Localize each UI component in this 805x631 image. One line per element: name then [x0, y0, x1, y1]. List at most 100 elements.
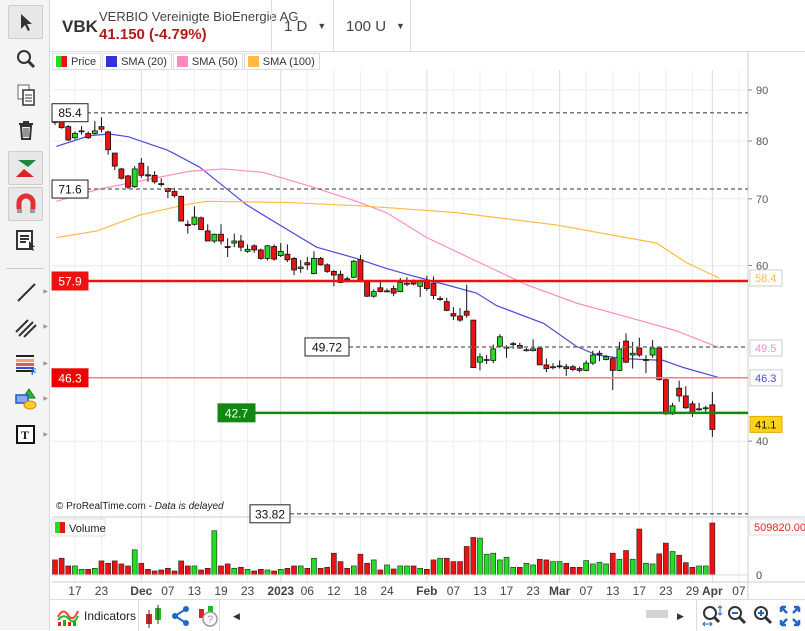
candle [589, 350, 596, 365]
volume-bar [424, 568, 430, 576]
scroll-left-button[interactable]: ◀ [233, 610, 240, 621]
candle-body [91, 130, 98, 134]
sma100-swatch [247, 56, 259, 67]
candle-body [543, 364, 550, 369]
volume-bar [477, 537, 483, 576]
order-list-icon[interactable] [8, 223, 43, 257]
level-label: 42.7 [225, 406, 249, 420]
volume-bar [629, 558, 636, 576]
divider [696, 600, 697, 631]
candle-body [105, 131, 112, 151]
x-axis-label: 07 [447, 584, 461, 598]
volume-max-label: 509820.00 [754, 522, 805, 534]
volume-bar [702, 565, 709, 576]
svg-text:?: ? [207, 614, 213, 626]
volume-bar [131, 549, 138, 576]
scrollbar-thumb[interactable] [646, 610, 668, 618]
pointer-icon[interactable] [8, 5, 43, 39]
candle-body [224, 246, 231, 248]
legend-price[interactable]: Price [52, 53, 102, 70]
units-dropdown[interactable]: 100 U ▼ [333, 0, 410, 52]
volume-bar [218, 565, 224, 576]
fullscreen-icon[interactable] [779, 603, 801, 629]
candle [649, 340, 656, 358]
level-label-box [51, 368, 89, 388]
candle-body [437, 298, 444, 300]
candle [125, 174, 131, 190]
sma-value-box [749, 269, 783, 287]
share-icon[interactable] [170, 603, 192, 629]
candle-body [231, 240, 238, 244]
copy-icon[interactable] [8, 78, 43, 112]
volume-legend-box [51, 518, 106, 537]
candle [689, 400, 696, 417]
parallel-lines-icon[interactable]: ▶ [8, 310, 48, 344]
x-axis-label: Apr [702, 584, 723, 598]
candle-body [357, 259, 364, 283]
divider [138, 600, 139, 631]
level-label: 46.3 [58, 371, 82, 385]
candle [457, 307, 463, 322]
legend-label: SMA (50) [191, 55, 238, 68]
zoom-out-icon[interactable] [727, 603, 749, 629]
volume-bar [78, 568, 85, 576]
legend-sma100[interactable]: SMA (100) [243, 53, 320, 70]
legend-sma20[interactable]: SMA (20) [102, 53, 172, 70]
volume-bar [669, 551, 676, 576]
buy-sell-icon[interactable] [8, 151, 43, 185]
candle-body [364, 281, 370, 297]
candle [297, 259, 304, 273]
interval-dropdown[interactable]: 1 D ▼ [271, 0, 333, 52]
candle-body [198, 217, 204, 230]
candle-body [271, 246, 278, 260]
auto-zoom-icon[interactable] [702, 603, 724, 629]
x-axis-label: 19 [214, 584, 228, 598]
help-icon[interactable]: ? [196, 603, 220, 629]
volume-bar [457, 561, 463, 576]
magnet-icon[interactable] [8, 187, 43, 221]
x-axis-label: 12 [327, 584, 341, 598]
volume-bar [643, 562, 649, 576]
candle-body [311, 258, 317, 274]
zoom-icon[interactable] [8, 42, 43, 76]
chevron-down-icon: ▼ [317, 21, 327, 31]
ticker-symbol[interactable]: VBK [62, 17, 98, 36]
candle-body [251, 245, 258, 251]
x-axis-label: 24 [380, 584, 394, 598]
volume-bar [563, 562, 570, 576]
candle-body [125, 175, 131, 188]
volume-bar [543, 559, 550, 576]
candle-body [218, 233, 224, 242]
candle-body [563, 366, 570, 369]
instrument-name: VERBIO Vereinigte BioEnergie AG [99, 9, 299, 24]
indicators-button[interactable]: Indicators [56, 603, 136, 629]
units-value: 100 U [346, 17, 387, 35]
text-icon[interactable]: T ▶ [8, 418, 48, 452]
candle [443, 297, 450, 312]
bottom-toolbar: Indicators ? ◀ ▶ [50, 599, 805, 631]
candle-body [656, 347, 663, 381]
volume-bar [165, 567, 171, 576]
candle [510, 341, 517, 349]
volume-bar [271, 570, 277, 576]
volume-bar [490, 552, 497, 576]
volume-bar [337, 561, 344, 576]
volume-bar [331, 552, 337, 576]
sma-value-label: 49.5 [755, 343, 776, 355]
trash-icon[interactable] [8, 113, 43, 147]
scroll-right-button[interactable]: ▶ [677, 610, 684, 621]
chart-type-icon[interactable] [143, 603, 165, 629]
shapes-icon[interactable]: ▶ [8, 382, 48, 416]
toolbar-separator [6, 268, 44, 269]
delayed-notice: Data is delayed [155, 501, 224, 512]
volume-bar [370, 559, 377, 576]
zoom-in-icon[interactable] [753, 603, 775, 629]
volume-bar [463, 546, 470, 576]
candle [111, 152, 118, 171]
line-icon[interactable]: ▶ [8, 275, 48, 309]
candle [105, 130, 112, 155]
volume-bar [151, 570, 158, 576]
legend-sma50[interactable]: SMA (50) [172, 53, 243, 70]
fibonacci-icon[interactable]: F ▶ [8, 347, 48, 381]
